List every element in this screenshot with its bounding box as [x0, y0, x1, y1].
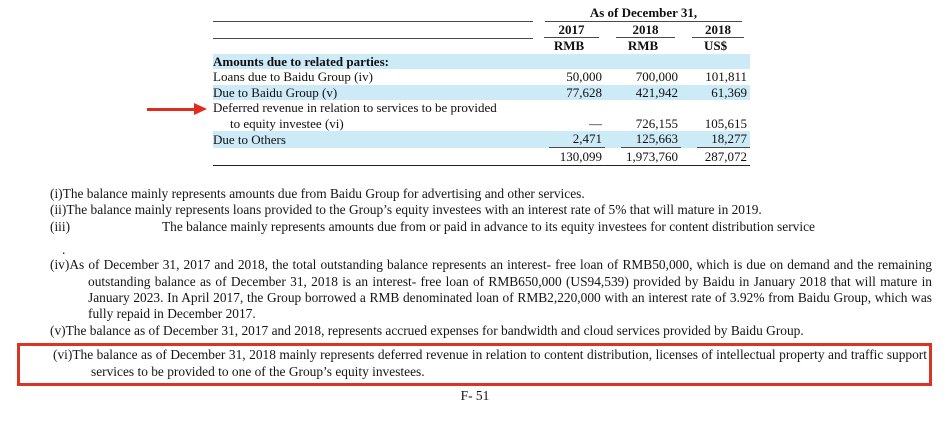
table-header-unit-row: RMB RMB US$	[213, 38, 750, 54]
column-year-2017: 2017	[544, 22, 599, 38]
period-header-label: As of December 31,	[545, 5, 743, 22]
table-row: Loans due to Baidu Group (iv) 50,000 700…	[213, 69, 750, 85]
column-unit-rmb-2017: RMB	[553, 38, 585, 53]
cell-2018-usd: 105,615	[704, 115, 748, 131]
footnote-marker: (i)	[50, 186, 63, 201]
footnote-marker: (iii)	[50, 218, 71, 234]
cell-2018-usd: 18,277	[697, 131, 751, 148]
red-highlight-box: (vi)The balance as of December 31, 2018 …	[17, 343, 932, 387]
red-arrow-icon	[147, 103, 208, 116]
footnote-marker: (v)	[50, 322, 66, 338]
column-unit-usd-2018: US$	[703, 38, 728, 53]
cell-2017: 2,471	[549, 131, 605, 148]
table-header-period-row: As of December 31,	[213, 5, 750, 22]
cell-2018-usd: 101,811	[705, 69, 748, 84]
footnote-text: The balance as of December 31, 2018 main…	[72, 347, 927, 379]
footnote-text: The balance mainly represents loans prov…	[66, 202, 762, 218]
cell-2018-rmb: 421,942	[605, 84, 681, 100]
table-row: Due to Baidu Group (v) 77,628 421,942 61…	[213, 84, 751, 100]
header-left-rule	[213, 21, 533, 39]
related-parties-table: As of December 31, 2017 2018 2018 RMB RM…	[213, 5, 751, 166]
row-label-line1: Deferred revenue in relation to services…	[213, 100, 497, 115]
page-number: F- 51	[460, 388, 490, 404]
total-2017: 130,099	[533, 147, 605, 166]
footnotes-section: (i)The balance mainly represents amounts…	[17, 186, 932, 404]
total-2018-rmb: 1,973,760	[605, 147, 681, 166]
table-header-year-row: 2017 2018 2018	[213, 21, 750, 39]
footnote-marker: (vi)	[53, 347, 73, 363]
column-year-2018-rmb: 2018	[616, 22, 675, 38]
row-label-line2: to equity investee (vi)	[230, 115, 344, 131]
header-left-rule	[213, 5, 533, 22]
row-label: Due to Others	[213, 131, 533, 148]
column-year-2018-usd: 2018	[692, 22, 745, 38]
footnote-text: The balance as of December 31, 2017 and …	[65, 322, 804, 338]
footnote-marker: (iv)	[50, 257, 70, 273]
cell-2018-rmb: 700,000	[635, 69, 678, 84]
footnote-iii: (iii) The balance mainly represents amoun…	[50, 219, 932, 235]
cell-2018-rmb: 125,663	[621, 131, 681, 148]
footnote-i: (i)The balance mainly represents amounts…	[50, 186, 932, 202]
section-heading: Amounts due to related parties:	[213, 53, 751, 69]
period-header-cell: As of December 31,	[533, 5, 750, 22]
footnote-ii: (ii)The balance mainly represents loans …	[50, 202, 932, 218]
cell-2018-rmb: 726,155	[635, 115, 678, 131]
total-2018-usd: 287,072	[681, 147, 751, 166]
footnote-iv: (iv)As of December 31, 2017 and 2018, th…	[50, 257, 932, 323]
cell-2017: 77,628	[533, 84, 605, 100]
cell-2018-usd: 61,369	[681, 84, 751, 100]
footnote-marker: (ii)	[50, 202, 67, 218]
row-label: Due to Baidu Group (v)	[213, 84, 533, 100]
footnote-text: As of December 31, 2017 and 2018, the to…	[69, 257, 932, 322]
footnote-v: (v)The balance as of December 31, 2017 a…	[50, 323, 932, 339]
section-heading-row: Amounts due to related parties:	[213, 53, 751, 69]
column-unit-rmb-2018: RMB	[627, 38, 659, 53]
row-label: Deferred revenue in relation to services…	[213, 100, 533, 131]
table-row: Due to Others 2,471 125,663 18,277	[213, 131, 751, 148]
footnote-vi: (vi)The balance as of December 31, 2018 …	[53, 347, 927, 380]
cell-2017: —	[589, 115, 602, 131]
footnote-text: The balance mainly represents amounts du…	[162, 218, 815, 234]
cell-2017: 50,000	[566, 69, 602, 84]
table-total-row: 130,099 1,973,760 287,072	[213, 147, 751, 166]
footnote-text: The balance mainly represents amounts du…	[62, 186, 585, 201]
row-label: Loans due to Baidu Group (iv)	[213, 69, 373, 84]
table-row-deferred-revenue: Deferred revenue in relation to services…	[213, 100, 750, 131]
stray-period: .	[62, 242, 66, 258]
